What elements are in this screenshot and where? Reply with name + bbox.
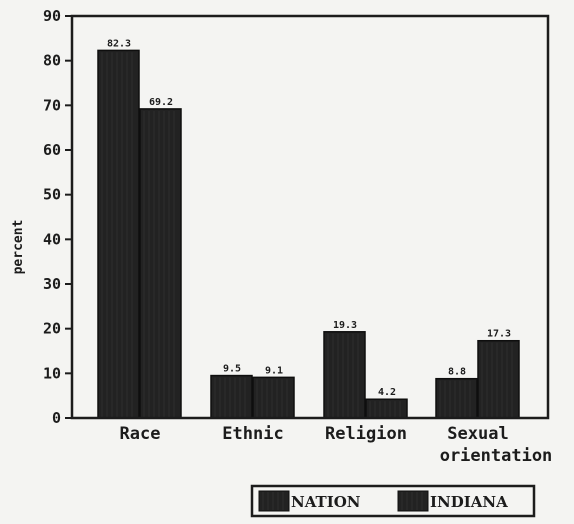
legend-label-nation: NATION — [291, 493, 361, 511]
plot-frame — [70, 14, 550, 420]
bar-nation-2 — [323, 331, 366, 419]
bar-indiana-3 — [477, 339, 520, 419]
y-tick-label: 70 — [43, 96, 61, 114]
legend-swatch-nation — [258, 490, 290, 512]
data-label: 9.5 — [223, 364, 241, 375]
labels-layer: 82.3 69.2 9.5 9.1 19.3 4.2 8.8 17.3 — [107, 38, 511, 398]
data-label: 69.2 — [149, 97, 173, 108]
data-label: 19.3 — [333, 320, 357, 331]
y-tick-label: 50 — [43, 186, 61, 204]
data-label: 8.8 — [448, 367, 466, 378]
bars-layer — [97, 49, 520, 419]
x-category-label: Ethnic — [222, 424, 283, 444]
data-label: 4.2 — [378, 387, 396, 398]
data-label: 82.3 — [107, 38, 131, 49]
x-category-label: Sexual — [447, 424, 508, 444]
legend-label-indiana: INDIANA — [430, 493, 508, 511]
bar-nation-3 — [435, 377, 478, 419]
y-tick-label: 80 — [43, 52, 61, 70]
bar-indiana-0 — [139, 108, 182, 419]
legend-swatch-indiana — [397, 490, 429, 512]
bar-nation-1 — [210, 374, 253, 419]
x-category-label: Religion — [325, 424, 407, 444]
x-category-label: Race — [120, 424, 161, 444]
y-tick-label: 20 — [43, 320, 61, 338]
y-axis: 0 10 20 30 40 50 60 70 80 90 — [43, 7, 72, 427]
bar-nation-0 — [97, 49, 140, 419]
y-tick-label: 60 — [43, 141, 61, 159]
legend: NATION INDIANA — [250, 484, 536, 518]
bar-indiana-1 — [252, 376, 295, 419]
data-label: 17.3 — [487, 329, 511, 340]
x-category-label: orientation — [440, 446, 553, 466]
data-label: 9.1 — [265, 365, 283, 376]
y-tick-label: 90 — [43, 7, 61, 25]
y-tick-label: 40 — [43, 230, 61, 248]
y-tick-label: 0 — [52, 409, 61, 427]
legend-box — [250, 484, 536, 518]
y-axis-label: percent — [11, 220, 26, 275]
bar-indiana-2 — [365, 398, 408, 419]
y-tick-label: 10 — [43, 364, 61, 382]
y-tick-label: 30 — [43, 275, 61, 293]
